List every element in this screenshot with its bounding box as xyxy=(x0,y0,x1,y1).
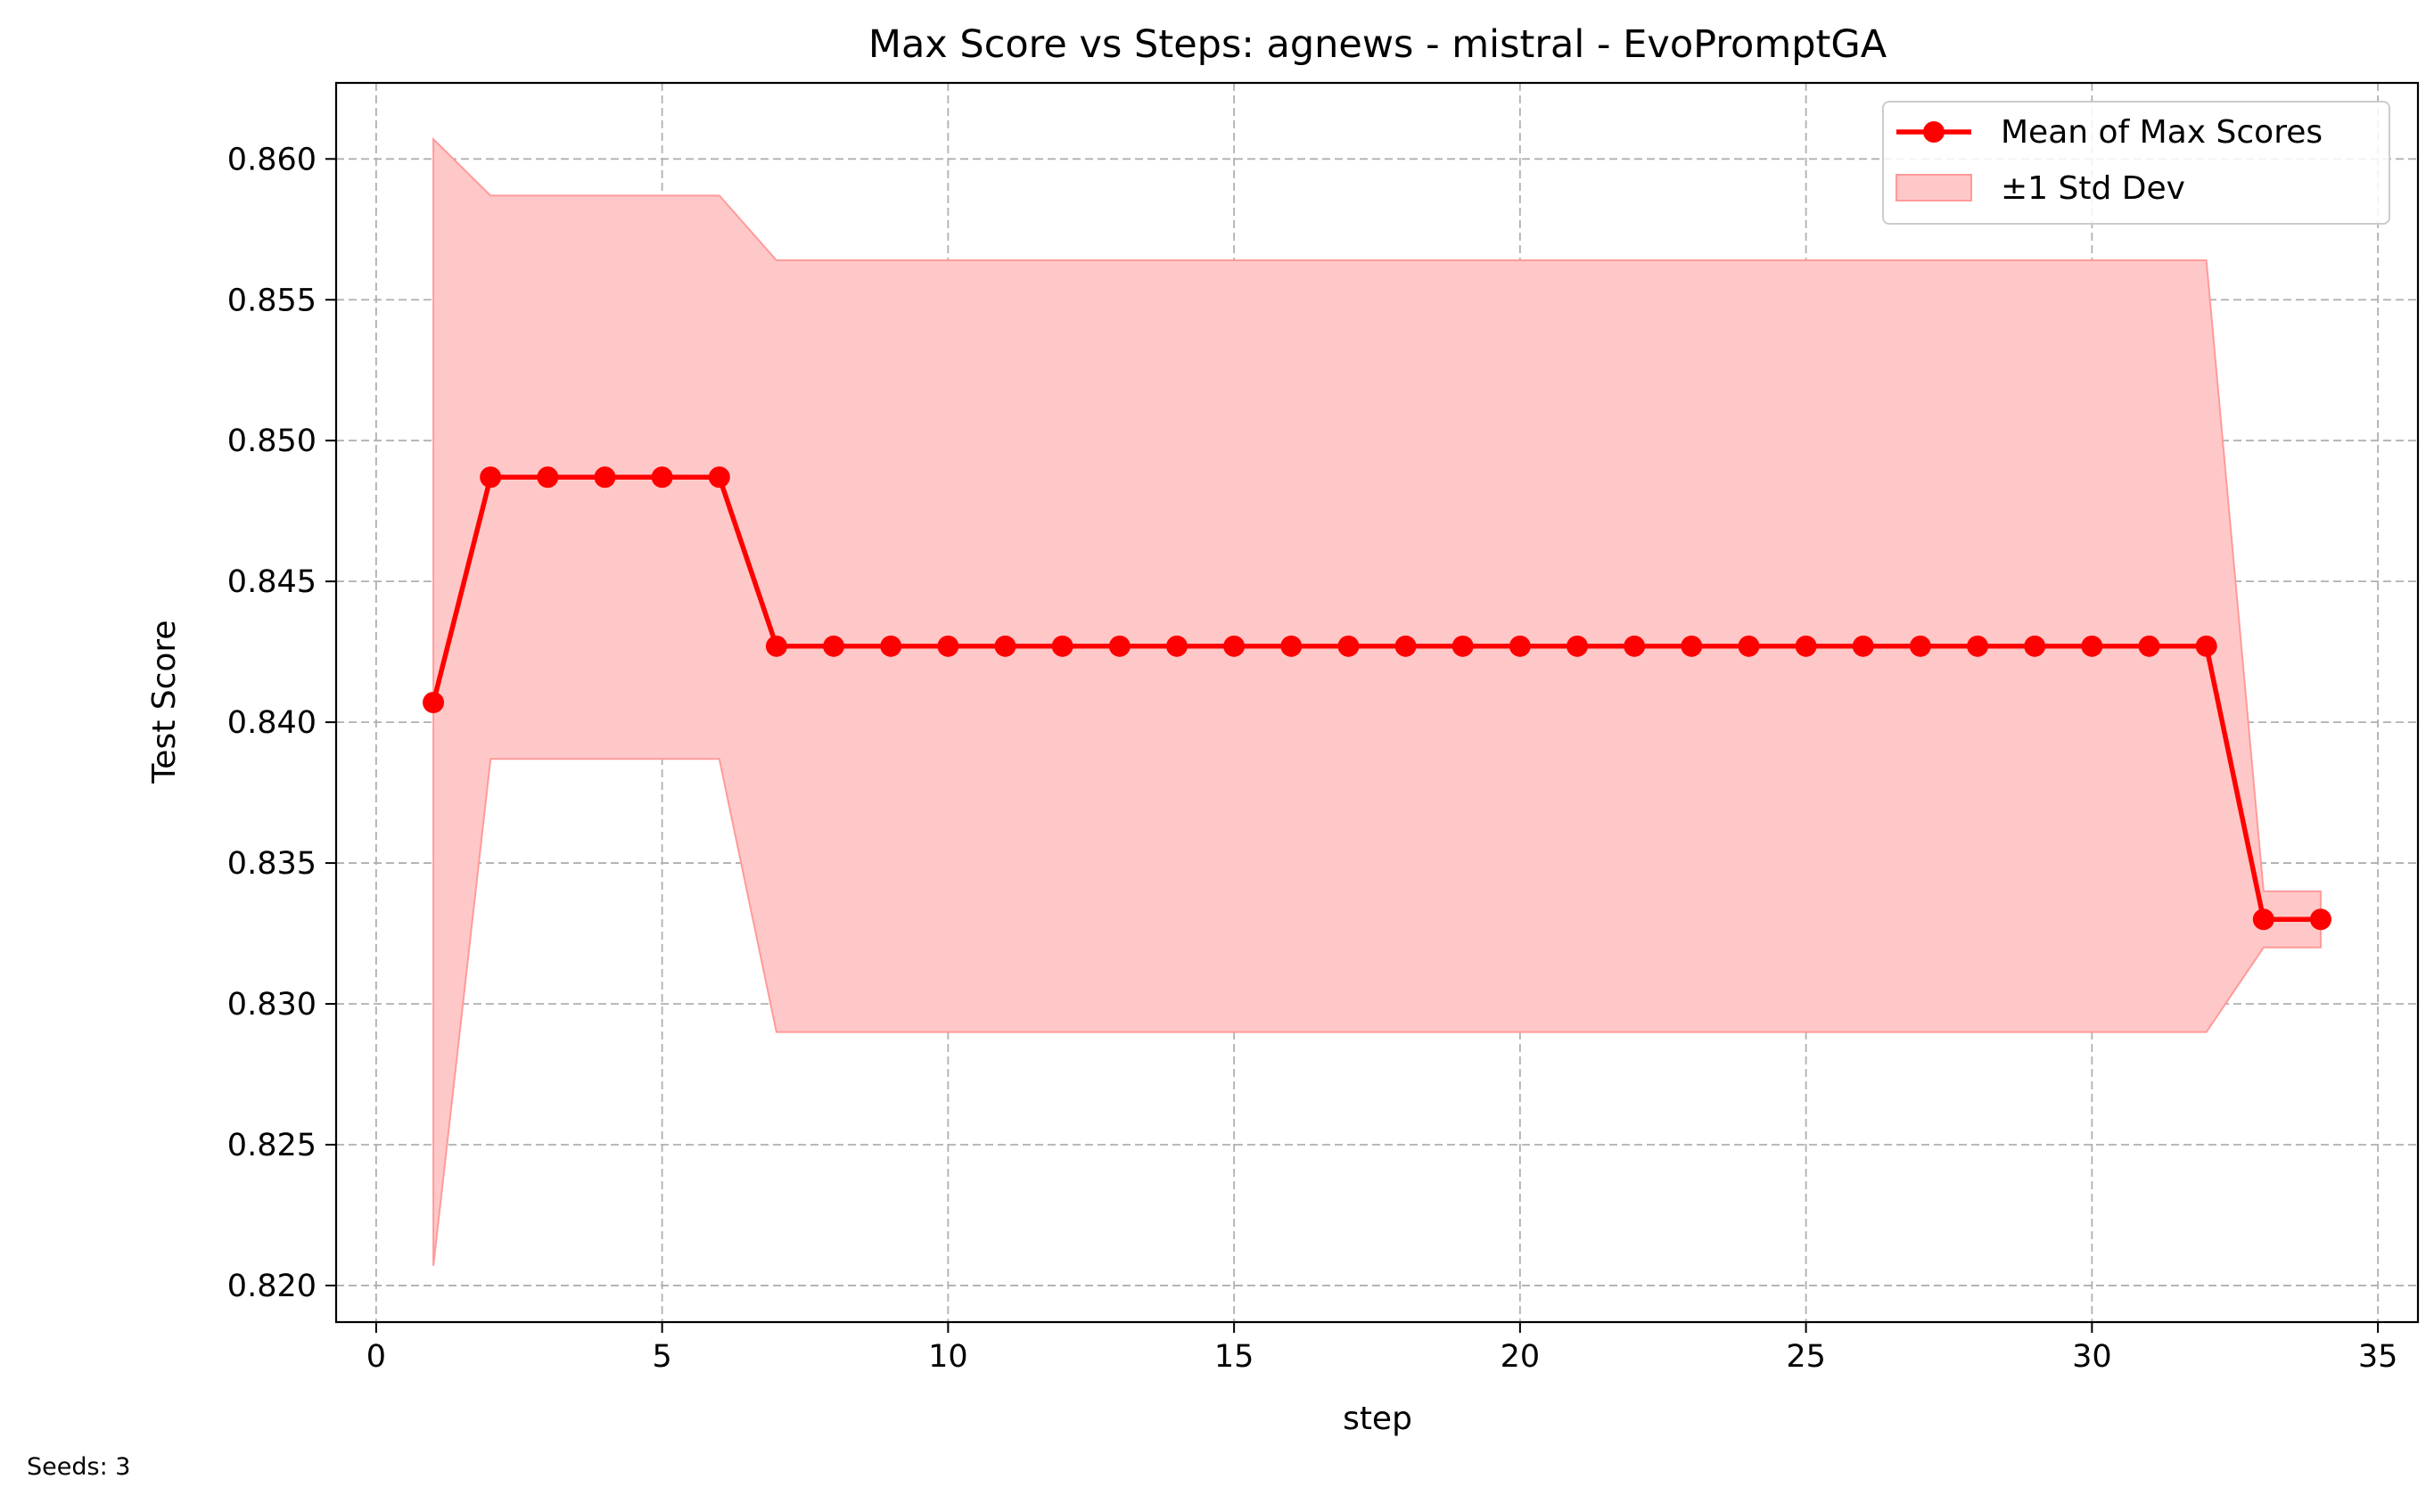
data-point xyxy=(1451,635,1474,657)
data-point xyxy=(1566,635,1589,657)
data-point xyxy=(937,635,959,657)
y-axis-ticks: 0.820 0.825 0.830 0.835 0.840 0.845 0.850 0.855… xyxy=(227,142,336,1304)
data-point xyxy=(1165,635,1188,657)
x-tick-label: 0 xyxy=(366,1339,386,1375)
legend: Mean of Max Scores ±1 Std Dev xyxy=(1882,101,2390,225)
axes-frame xyxy=(334,81,2420,1324)
data-point xyxy=(1738,635,1760,657)
data-point xyxy=(1967,635,1989,657)
data-point xyxy=(480,466,502,489)
y-tick-label: 0.855 xyxy=(227,283,317,318)
data-point xyxy=(594,466,616,489)
y-tick-label: 0.830 xyxy=(227,987,317,1023)
data-point xyxy=(880,635,902,657)
legend-label-mean: Mean of Max Scores xyxy=(2001,114,2323,151)
x-tick-label: 10 xyxy=(928,1339,968,1375)
data-point xyxy=(1681,635,1703,657)
data-point xyxy=(823,635,845,657)
legend-label-std: ±1 Std Dev xyxy=(2001,170,2185,207)
x-tick-label: 15 xyxy=(1214,1339,1254,1375)
data-point xyxy=(1108,635,1131,657)
data-point xyxy=(2138,635,2160,657)
y-axis-label: Test Score xyxy=(146,620,183,784)
data-point xyxy=(1223,635,1246,657)
data-point xyxy=(651,466,673,489)
data-point xyxy=(2024,635,2046,657)
data-point xyxy=(1909,635,1931,657)
data-point xyxy=(2252,908,2274,931)
data-point xyxy=(2081,635,2103,657)
data-point xyxy=(1051,635,1073,657)
plot-area xyxy=(423,136,2331,1266)
y-tick-label: 0.850 xyxy=(227,423,317,459)
x-tick-label: 5 xyxy=(653,1339,672,1375)
data-point xyxy=(537,466,559,489)
x-tick-label: 30 xyxy=(2072,1339,2112,1375)
data-point xyxy=(1394,635,1417,657)
std-dev-band xyxy=(432,136,2322,1266)
x-axis-label: step xyxy=(1343,1401,1412,1437)
x-tick-label: 20 xyxy=(1501,1339,1541,1375)
y-tick-label: 0.825 xyxy=(227,1128,317,1163)
x-tick-label: 35 xyxy=(2358,1339,2398,1375)
data-point xyxy=(2195,635,2217,657)
data-point xyxy=(2309,908,2331,931)
data-point xyxy=(1852,635,1874,657)
data-point xyxy=(423,692,445,713)
x-tick-label: 25 xyxy=(1786,1339,1826,1375)
data-point xyxy=(708,466,730,489)
legend-marker-swatch xyxy=(1923,121,1945,143)
data-point xyxy=(1624,635,1646,657)
series-line-mean-of-max-scores xyxy=(431,474,2321,923)
y-tick-label: 0.860 xyxy=(227,142,317,177)
y-tick-label: 0.840 xyxy=(227,705,317,741)
x-axis-ticks: 0 5 10 15 20 25 30 35 xyxy=(366,1322,2398,1375)
chart-title: Max Score vs Steps: agnews - mistral - E… xyxy=(868,22,1887,67)
data-point xyxy=(994,635,1016,657)
data-point xyxy=(1509,635,1531,657)
legend-box xyxy=(1882,101,2390,225)
seeds-footnote: Seeds: 3 xyxy=(27,1453,131,1481)
data-point xyxy=(765,635,787,657)
data-point xyxy=(1795,635,1817,657)
y-tick-label: 0.820 xyxy=(227,1269,317,1304)
data-point xyxy=(1337,635,1360,657)
data-point xyxy=(1280,635,1303,657)
legend-band-swatch xyxy=(1895,174,1972,201)
y-tick-label: 0.845 xyxy=(227,564,317,600)
y-tick-label: 0.835 xyxy=(227,846,317,882)
